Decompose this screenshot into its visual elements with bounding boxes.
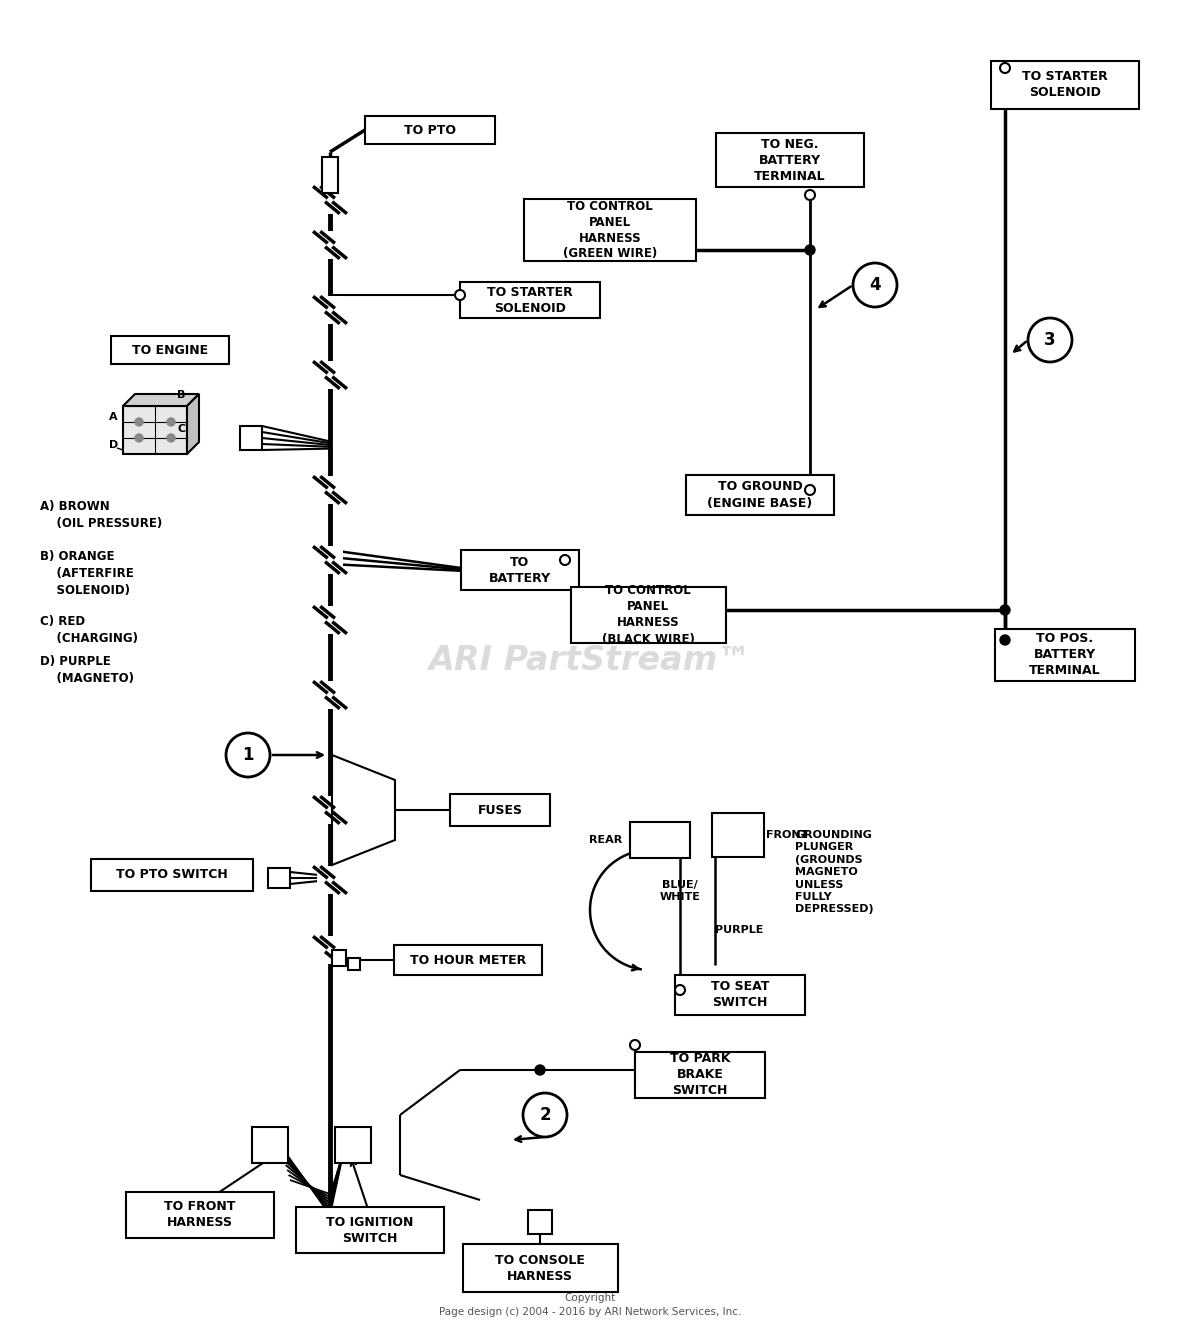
Bar	[712, 813, 763, 857]
Bar	[317, 936, 343, 964]
Bar	[317, 361, 343, 389]
Text: TO STARTER
SOLENOID: TO STARTER SOLENOID	[1022, 70, 1108, 100]
Text: TO FRONT
HARNESS: TO FRONT HARNESS	[164, 1201, 236, 1230]
Text: TO
BATTERY: TO BATTERY	[489, 555, 551, 584]
Text: TO GROUND
(ENGINE BASE): TO GROUND (ENGINE BASE)	[707, 481, 813, 510]
Text: TO ENGINE: TO ENGINE	[132, 344, 208, 356]
Circle shape	[853, 263, 897, 307]
Circle shape	[630, 1040, 640, 1050]
Text: PURPLE: PURPLE	[715, 926, 763, 935]
Circle shape	[1028, 317, 1071, 363]
Bar	[335, 1127, 371, 1163]
Text: D) PURPLE
    (MAGNETO): D) PURPLE (MAGNETO)	[40, 655, 135, 685]
Text: 2: 2	[539, 1106, 551, 1123]
Bar	[365, 116, 494, 143]
Text: GROUNDING
PLUNGER
(GROUNDS
MAGNETO
UNLESS
FULLY
DEPRESSED): GROUNDING PLUNGER (GROUNDS MAGNETO UNLES…	[795, 830, 873, 915]
Text: TO STARTER
SOLENOID: TO STARTER SOLENOID	[487, 286, 572, 315]
Bar	[317, 795, 343, 823]
Text: C) RED
    (CHARGING): C) RED (CHARGING)	[40, 615, 138, 645]
Bar	[317, 866, 343, 894]
Circle shape	[455, 290, 465, 300]
Text: TO NEG.
BATTERY
TERMINAL: TO NEG. BATTERY TERMINAL	[754, 138, 826, 182]
Text: B: B	[177, 390, 185, 400]
Circle shape	[135, 418, 143, 426]
Bar	[527, 1210, 552, 1234]
Bar	[524, 199, 696, 262]
Text: TO PTO SWITCH: TO PTO SWITCH	[116, 869, 228, 882]
Bar	[111, 336, 229, 364]
Text: 1: 1	[242, 746, 254, 764]
Bar	[716, 133, 864, 187]
Text: TO PARK
BRAKE
SWITCH: TO PARK BRAKE SWITCH	[670, 1053, 730, 1097]
Circle shape	[999, 62, 1010, 73]
Bar	[570, 587, 726, 643]
Bar	[240, 426, 262, 450]
Bar	[268, 869, 290, 888]
Text: BLUE/
WHITE: BLUE/ WHITE	[660, 880, 701, 902]
Circle shape	[168, 434, 175, 442]
Circle shape	[999, 606, 1010, 615]
Circle shape	[523, 1093, 568, 1137]
Circle shape	[560, 555, 570, 564]
Circle shape	[227, 733, 270, 777]
Text: D: D	[109, 440, 118, 450]
Bar	[317, 231, 343, 259]
Bar	[317, 681, 343, 709]
Bar	[317, 546, 343, 574]
Bar	[322, 157, 337, 193]
Text: 3: 3	[1044, 331, 1056, 349]
Bar	[296, 1207, 444, 1254]
Text: FUSES: FUSES	[478, 803, 523, 817]
Text: B) ORANGE
    (AFTERFIRE
    SOLENOID): B) ORANGE (AFTERFIRE SOLENOID)	[40, 550, 133, 598]
Bar	[332, 950, 346, 965]
Bar	[635, 1052, 765, 1098]
Circle shape	[805, 190, 815, 201]
Text: ARI PartStream™: ARI PartStream™	[428, 644, 752, 676]
Circle shape	[675, 985, 686, 995]
Text: TO CONTROL
PANEL
HARNESS
(BLACK WIRE): TO CONTROL PANEL HARNESS (BLACK WIRE)	[602, 584, 695, 645]
Circle shape	[535, 1065, 545, 1074]
Text: TO POS.
BATTERY
TERMINAL: TO POS. BATTERY TERMINAL	[1029, 632, 1101, 677]
Polygon shape	[123, 394, 199, 406]
Bar	[317, 296, 343, 324]
Text: TO IGNITION
SWITCH: TO IGNITION SWITCH	[327, 1215, 414, 1244]
Polygon shape	[332, 756, 395, 865]
Circle shape	[168, 418, 175, 426]
Text: TO CONSOLE
HARNESS: TO CONSOLE HARNESS	[496, 1254, 585, 1283]
Circle shape	[135, 434, 143, 442]
Bar	[317, 606, 343, 633]
Bar	[463, 1244, 617, 1292]
Bar	[675, 975, 805, 1015]
Text: Copyright
Page design (c) 2004 - 2016 by ARI Network Services, Inc.: Copyright Page design (c) 2004 - 2016 by…	[439, 1293, 741, 1316]
Bar	[394, 946, 542, 975]
Bar	[686, 475, 834, 515]
Bar	[630, 822, 690, 858]
Polygon shape	[186, 394, 199, 454]
Bar	[317, 475, 343, 505]
Bar	[126, 1193, 274, 1238]
Text: REAR: REAR	[589, 835, 622, 845]
Bar	[461, 550, 579, 590]
Text: TO CONTROL
PANEL
HARNESS
(GREEN WIRE): TO CONTROL PANEL HARNESS (GREEN WIRE)	[563, 199, 657, 260]
Bar	[991, 61, 1139, 109]
Text: C: C	[177, 424, 185, 434]
Circle shape	[999, 635, 1010, 645]
Text: FRONT: FRONT	[766, 830, 808, 841]
Text: TO SEAT
SWITCH: TO SEAT SWITCH	[710, 980, 769, 1009]
Bar	[995, 629, 1135, 681]
Text: TO HOUR METER: TO HOUR METER	[409, 954, 526, 967]
Bar	[91, 859, 253, 891]
Bar	[460, 282, 599, 317]
Bar	[450, 794, 550, 826]
Bar	[253, 1127, 288, 1163]
Text: A) BROWN
    (OIL PRESSURE): A) BROWN (OIL PRESSURE)	[40, 501, 162, 530]
Text: 4: 4	[870, 276, 880, 293]
Bar	[348, 957, 360, 969]
Circle shape	[805, 244, 815, 255]
Text: A: A	[109, 412, 118, 422]
Bar	[123, 406, 186, 454]
Bar	[317, 186, 343, 214]
Text: TO PTO: TO PTO	[404, 124, 455, 137]
Circle shape	[805, 485, 815, 495]
